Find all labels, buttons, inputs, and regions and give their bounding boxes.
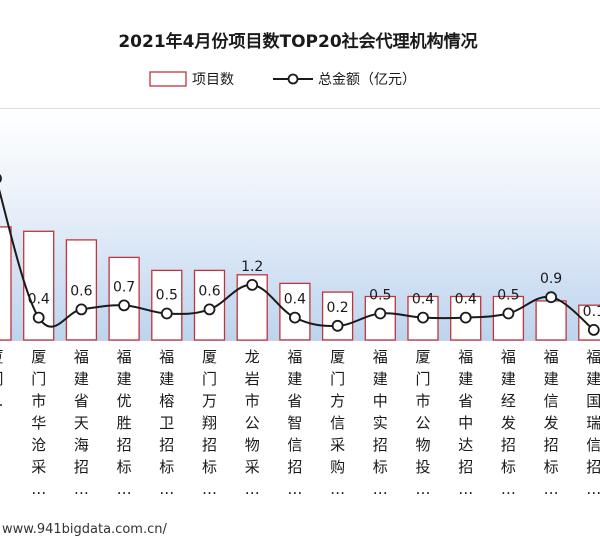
category-label-3: 福建省天海招… [74, 348, 89, 498]
amount-point-13 [502, 307, 515, 320]
bar-3 [65, 239, 98, 341]
category-label-1: 厦门… [0, 348, 4, 410]
amount-point-11 [417, 311, 429, 324]
amount-label-11: 0.4 [412, 292, 434, 308]
bar-14 [535, 300, 567, 341]
bar-1 [0, 226, 12, 341]
amount-point-15 [587, 323, 600, 336]
legend-bar-label: 项目数 [192, 72, 234, 88]
amount-point-8 [288, 311, 301, 324]
bars-group [0, 226, 600, 341]
category-label-12: 福建省中达招… [458, 348, 473, 498]
amount-label-14: 0.9 [540, 271, 562, 287]
amount-point-14 [545, 291, 557, 304]
category-label-10: 福建中实招标… [373, 348, 388, 498]
category-label-7: 龙岩市公物采… [245, 348, 260, 498]
data-labels-group: 30.40.60.70.50.61.20.40.20.50.40.40.50.9… [0, 153, 600, 320]
category-label-15: 福建国瑞信招… [586, 348, 600, 498]
category-labels-group: 厦门… 厦门市华沧采… 福建省天海招… 福建优胜招标… 福建榕卫招标… 厦门万翔招标… 龙岩… [0, 348, 600, 498]
category-label-6: 厦门万翔招标… [202, 348, 217, 498]
amount-point-2 [32, 311, 45, 324]
bar-13 [492, 295, 525, 341]
amount-label-8: 0.4 [284, 292, 306, 308]
amount-label-13: 0.5 [497, 288, 519, 304]
legend-line-marker [287, 73, 299, 85]
amount-point-3 [75, 303, 88, 316]
amount-label-6: 0.6 [198, 283, 220, 299]
amount-point-6 [203, 303, 216, 316]
bar-5 [151, 269, 183, 341]
amount-label-10: 0.5 [369, 288, 391, 304]
bar-9 [321, 291, 354, 341]
footer-source: www.941bigdata.com.cn/ [2, 522, 167, 537]
bar-2 [23, 230, 55, 341]
amount-label-12: 0.4 [455, 292, 477, 308]
amount-point-9 [331, 319, 344, 332]
category-label-4: 福建优胜招标… [117, 348, 132, 498]
category-label-2: 厦门市华沧采… [31, 348, 46, 498]
category-label-5: 福建榕卫招标… [159, 348, 174, 498]
bar-4 [108, 256, 140, 341]
category-label-11: 厦门市公物投… [415, 348, 430, 498]
category-label-13: 福建经发招标… [501, 348, 516, 498]
amount-label-3: 0.6 [70, 283, 92, 299]
amount-point-12 [459, 311, 472, 324]
amount-label-15: 0.1 [583, 304, 600, 320]
amount-point-5 [160, 307, 173, 320]
category-label-14: 福建信发招标… [544, 348, 559, 498]
category-label-9: 厦门方信采购… [330, 348, 345, 498]
amount-label-9: 0.2 [326, 300, 348, 316]
amount-label-4: 0.7 [113, 279, 135, 295]
category-label-8: 福建省智信招… [287, 348, 302, 498]
amount-label-2: 0.4 [28, 292, 50, 308]
amount-point-4 [118, 299, 130, 312]
legend-line-label: 总金额（亿元） [318, 72, 416, 88]
amount-line-group [0, 174, 600, 336]
amount-point-7 [246, 278, 259, 291]
amount-point-10 [374, 307, 387, 320]
legend-bar-swatch [149, 71, 187, 87]
legend: 项目数 总金额（亿元） [149, 71, 416, 88]
amount-label-7: 1.2 [241, 259, 263, 275]
amount-point-1 [0, 174, 2, 183]
amount-label-5: 0.5 [156, 288, 178, 304]
chart-title: 2021年4月份项目数TOP20社会代理机构情况 [118, 31, 477, 52]
